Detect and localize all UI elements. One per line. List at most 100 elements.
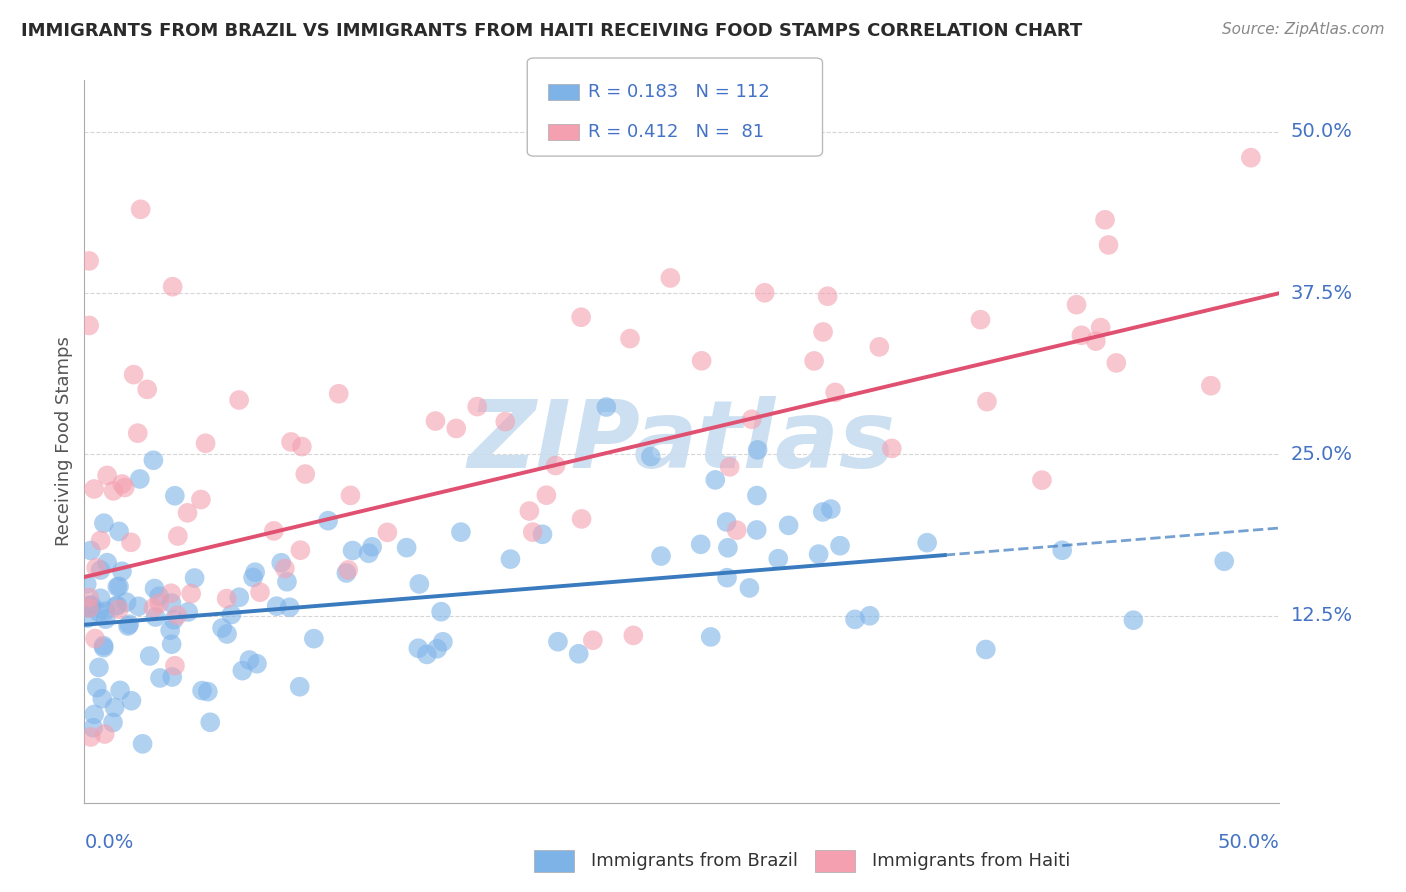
Point xyxy=(149,671,172,685)
Point xyxy=(465,400,488,414)
Point xyxy=(176,506,198,520)
Point xyxy=(868,340,890,354)
Point xyxy=(104,599,127,613)
Point xyxy=(190,492,212,507)
Point xyxy=(83,482,105,496)
Point xyxy=(82,721,104,735)
Point xyxy=(754,285,776,300)
Text: IMMIGRANTS FROM BRAZIL VS IMMIGRANTS FROM HAITI RECEIVING FOOD STAMPS CORRELATIO: IMMIGRANTS FROM BRAZIL VS IMMIGRANTS FRO… xyxy=(21,22,1083,40)
Y-axis label: Receiving Food Stamps: Receiving Food Stamps xyxy=(55,336,73,547)
Point xyxy=(96,468,118,483)
Point xyxy=(80,599,103,613)
Point xyxy=(128,472,150,486)
Point xyxy=(93,516,115,531)
Point xyxy=(274,561,297,575)
Point xyxy=(228,392,250,407)
Point xyxy=(84,561,107,575)
Point xyxy=(1090,320,1112,334)
Point xyxy=(231,664,253,678)
Point xyxy=(768,551,790,566)
Point xyxy=(166,608,188,623)
Point xyxy=(659,271,682,285)
Point xyxy=(194,436,217,450)
Point xyxy=(221,607,243,622)
Point xyxy=(166,529,188,543)
Text: 37.5%: 37.5% xyxy=(1291,284,1353,302)
Point xyxy=(1070,328,1092,343)
Point xyxy=(290,543,312,558)
Point xyxy=(93,727,115,741)
Point xyxy=(547,634,569,648)
Point xyxy=(976,394,998,409)
Point xyxy=(215,627,238,641)
Point xyxy=(288,680,311,694)
Point xyxy=(138,648,160,663)
Point xyxy=(817,289,839,303)
Point xyxy=(450,525,472,540)
Point xyxy=(640,450,662,464)
Point xyxy=(544,458,567,473)
Point xyxy=(699,630,721,644)
Point xyxy=(77,591,100,605)
Point xyxy=(1066,298,1088,312)
Point xyxy=(395,541,418,555)
Point xyxy=(519,504,541,518)
Point xyxy=(880,442,903,456)
Point xyxy=(859,608,882,623)
Point xyxy=(94,612,117,626)
Point xyxy=(811,505,834,519)
Point xyxy=(568,647,591,661)
Text: Immigrants from Haiti: Immigrants from Haiti xyxy=(872,852,1070,870)
Point xyxy=(131,737,153,751)
Point xyxy=(263,524,285,538)
Point xyxy=(270,556,292,570)
Point xyxy=(77,601,100,615)
Point xyxy=(690,353,713,368)
Point xyxy=(143,582,166,596)
Point xyxy=(704,473,727,487)
Point xyxy=(745,523,768,537)
Point xyxy=(828,539,851,553)
Point xyxy=(90,533,112,548)
Text: Immigrants from Brazil: Immigrants from Brazil xyxy=(591,852,797,870)
Point xyxy=(718,459,741,474)
Point xyxy=(738,581,761,595)
Point xyxy=(159,624,181,638)
Point xyxy=(531,527,554,541)
Point xyxy=(80,543,103,558)
Point xyxy=(111,564,134,578)
Point xyxy=(145,610,167,624)
Point xyxy=(820,502,842,516)
Point xyxy=(278,600,301,615)
Point xyxy=(108,524,131,539)
Point xyxy=(361,540,384,554)
Point xyxy=(79,600,101,615)
Point xyxy=(200,715,222,730)
Point xyxy=(180,586,202,600)
Point xyxy=(77,318,100,333)
Point xyxy=(228,591,250,605)
Point xyxy=(536,488,558,502)
Point xyxy=(571,512,593,526)
Point xyxy=(689,537,711,551)
Point xyxy=(1097,238,1119,252)
Point xyxy=(160,670,183,684)
Point xyxy=(444,421,467,435)
Point xyxy=(1031,473,1053,487)
Point xyxy=(1094,212,1116,227)
Point xyxy=(238,653,260,667)
Point xyxy=(432,635,454,649)
Point xyxy=(375,525,398,540)
Point xyxy=(90,563,112,577)
Point xyxy=(87,605,110,619)
Point xyxy=(276,574,298,589)
Point xyxy=(342,543,364,558)
Point xyxy=(105,599,128,613)
Point xyxy=(105,580,128,594)
Point xyxy=(915,535,938,549)
Point xyxy=(499,552,522,566)
Point xyxy=(183,571,205,585)
Point xyxy=(148,596,170,610)
Point xyxy=(108,683,131,698)
Point xyxy=(104,700,127,714)
